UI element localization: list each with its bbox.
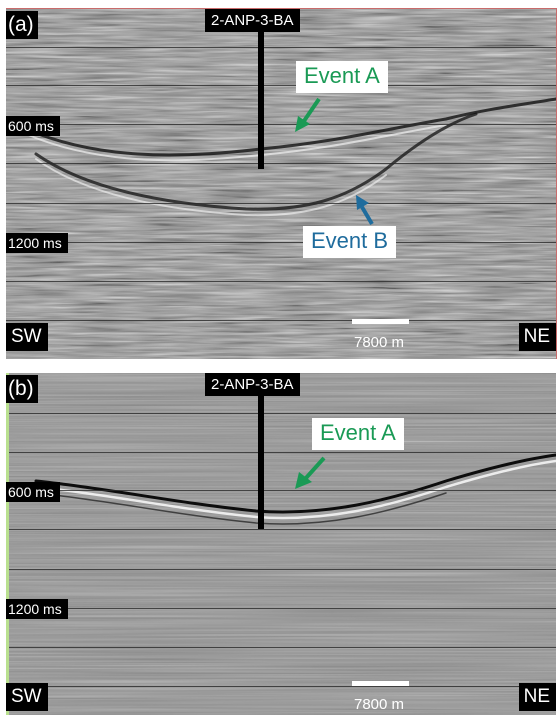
event-a-label: Event A [296, 61, 388, 93]
timing-line [6, 242, 556, 243]
timing-line [6, 490, 556, 491]
timing-line [6, 647, 556, 648]
event-a-label: Event A [312, 418, 404, 450]
time-label-600ms: 600 ms [6, 482, 60, 502]
well-trajectory [258, 391, 264, 529]
timing-line [6, 608, 556, 609]
well-name-label: 2-ANP-3-BA [205, 9, 300, 32]
timing-line [6, 163, 556, 164]
time-label-1200ms: 1200 ms [6, 599, 68, 619]
time-label-1200ms: 1200 ms [6, 233, 68, 253]
direction-label-sw: SW [6, 323, 48, 351]
timing-line [6, 85, 556, 86]
scale-bar-label: 7800 m [354, 334, 405, 351]
timing-line [6, 413, 556, 414]
event-a-arrow [295, 97, 321, 132]
event-b-arrow [356, 195, 374, 226]
event-a-arrow [295, 456, 326, 489]
well-name-label: 2-ANP-3-BA [205, 373, 300, 396]
timing-line [6, 686, 556, 687]
horizon-event-a [34, 453, 556, 525]
seismic-image-b [6, 373, 556, 715]
direction-label-ne: NE [518, 683, 556, 711]
scale-bar-label: 7800 m [354, 696, 405, 713]
timing-line [6, 569, 556, 570]
timing-line [6, 47, 556, 48]
timing-line [6, 203, 556, 204]
timing-line [6, 452, 556, 453]
seismic-section-a: (a) 2-ANP-3-BA Event A Event B 600 ms 12… [6, 8, 557, 359]
timing-line [6, 124, 556, 125]
timing-line [6, 529, 556, 530]
timing-line [6, 320, 556, 321]
well-trajectory [258, 27, 264, 169]
scale-bar [352, 681, 409, 686]
timing-line [6, 281, 556, 282]
panel-label: (b) [6, 375, 38, 403]
panel-label: (a) [6, 11, 38, 39]
horizon-event-b [34, 112, 478, 217]
scale-bar [352, 319, 409, 324]
direction-label-sw: SW [6, 683, 48, 711]
seismic-image-a [6, 9, 556, 359]
direction-label-ne: NE [518, 323, 556, 351]
time-label-600ms: 600 ms [6, 116, 60, 136]
event-b-label: Event B [303, 226, 397, 258]
seismic-section-b: (b) 2-ANP-3-BA Event A 600 ms 1200 ms SW… [6, 373, 556, 715]
